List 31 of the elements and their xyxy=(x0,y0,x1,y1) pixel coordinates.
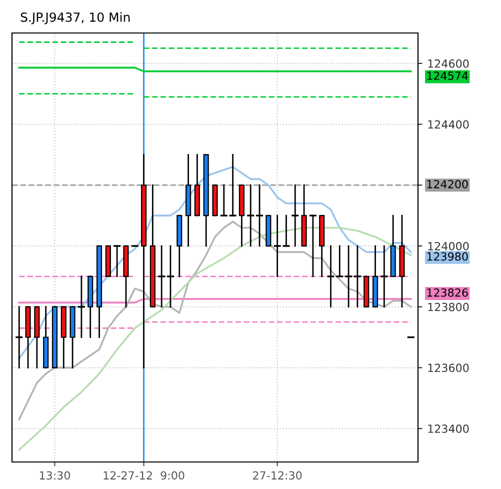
candlestick xyxy=(345,245,352,308)
chart-title: S.JP.J9437, 10 Min xyxy=(20,12,130,24)
candlestick xyxy=(292,184,299,247)
x-tick-label: 12-27-12 9:00 xyxy=(104,471,184,480)
candlestick xyxy=(16,306,23,368)
candlestick xyxy=(309,214,316,278)
y-tick-label: 124600 xyxy=(428,59,469,68)
x-tick-label: 13:30 xyxy=(40,471,70,480)
line-series xyxy=(18,220,412,420)
candlestick xyxy=(229,154,236,216)
candlestick xyxy=(220,184,228,216)
line-series xyxy=(18,226,412,451)
ref-line-label: 124200 xyxy=(427,180,468,188)
data-label: 124574 xyxy=(427,72,468,80)
y-tick-label: 123400 xyxy=(428,424,469,433)
candlestick xyxy=(166,245,174,308)
x-tick-label: 27-12:30 xyxy=(253,471,302,480)
line-series xyxy=(18,166,412,360)
candlestick xyxy=(256,184,264,247)
data-label: 123980 xyxy=(427,252,468,261)
candlestick xyxy=(380,245,388,308)
candlestick xyxy=(114,245,121,278)
candlestick xyxy=(78,276,85,338)
y-tick-label: 124400 xyxy=(428,120,469,129)
data-label: 123826 xyxy=(427,288,468,297)
y-tick-label: 123800 xyxy=(428,302,469,312)
candlestick xyxy=(247,184,254,247)
y-tick-label: 124000 xyxy=(428,242,469,250)
y-tick-label: 123600 xyxy=(428,364,469,372)
candlestick xyxy=(158,245,166,308)
candlestick xyxy=(354,245,361,308)
